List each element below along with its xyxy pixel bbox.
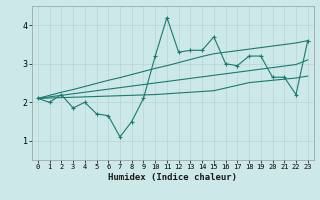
X-axis label: Humidex (Indice chaleur): Humidex (Indice chaleur) — [108, 173, 237, 182]
